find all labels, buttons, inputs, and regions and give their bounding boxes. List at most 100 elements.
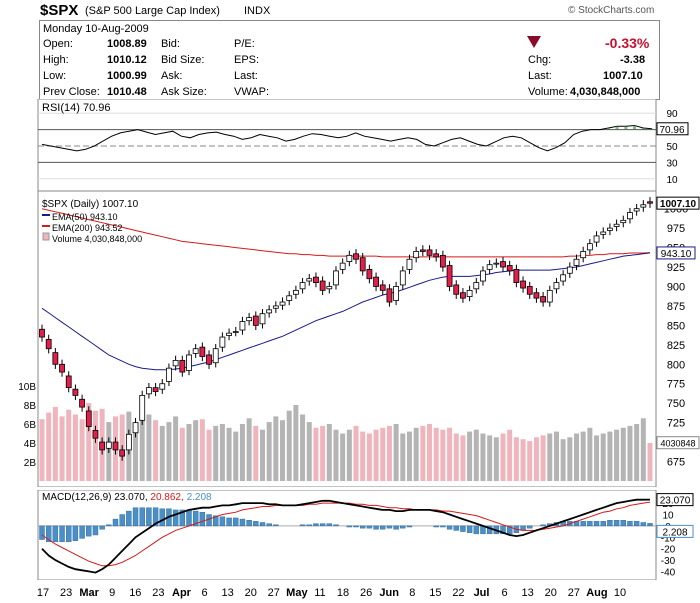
x-tick-label: 9 [109, 587, 115, 599]
candle-body [446, 265, 453, 287]
candle-body [439, 254, 446, 268]
macd-histogram-bar [393, 525, 399, 530]
price-tick-label: 675 [667, 457, 685, 469]
volume-bar [59, 416, 65, 481]
candle-body [406, 258, 413, 270]
volume-bar [547, 433, 553, 481]
x-tick-label: 26 [360, 587, 372, 599]
candle-body [586, 243, 593, 251]
volume-bar [306, 422, 312, 481]
macd-histogram-bar [380, 525, 386, 530]
chg-value: -3.38 [620, 54, 646, 66]
volume-last-box [656, 436, 700, 450]
candle-body [346, 254, 353, 262]
volume-bar [360, 431, 366, 481]
macd-histogram-bar [66, 525, 72, 543]
eps-label: EPS: [234, 54, 260, 66]
candle-body [39, 328, 45, 338]
candle-body [259, 313, 266, 325]
volume-bar [513, 437, 519, 481]
x-axis: 17 23 Mar 9 16 23 Apr 6 13 20 27 May 11 18 26 Jun 8 15 22 J… [37, 587, 626, 599]
high-value: 1010.12 [107, 54, 147, 66]
candle-body [513, 268, 520, 283]
prev-label: Prev Close: [43, 86, 100, 98]
candle-body [313, 276, 319, 283]
price-tick-label: 775 [667, 379, 685, 391]
macd-histogram-bar [607, 519, 613, 527]
volume-bar [39, 419, 45, 481]
macd-histogram-bar [259, 522, 266, 527]
candle-body [633, 208, 640, 212]
low-label: Low: [43, 70, 67, 82]
macd-histogram-bar [306, 524, 312, 527]
price-tick-label: 725 [667, 418, 685, 430]
candle-body [326, 286, 333, 290]
volume-bar [166, 422, 172, 481]
volume-bar [373, 429, 379, 481]
price-tick-label: 900 [667, 281, 685, 293]
x-tick-label: 11 [314, 587, 325, 599]
macd-histogram-bar [213, 515, 219, 527]
candle-body [59, 363, 65, 373]
macd-histogram-bar [627, 521, 633, 527]
volume-bar [527, 441, 533, 481]
candle-body [45, 338, 52, 350]
volume-bar [219, 424, 225, 481]
macd-histogram-bar [319, 523, 326, 527]
candle-body [192, 348, 199, 354]
volume-bar [72, 414, 78, 481]
macd-histogram-bar [39, 525, 45, 540]
x-tick-label: Jun [379, 587, 399, 599]
open-value: 1008.89 [107, 38, 147, 50]
candle-body [166, 367, 172, 382]
candle-body [526, 286, 533, 295]
x-tick-label: 13 [522, 587, 534, 599]
macd-histogram-bar [126, 510, 132, 527]
exchange: INDX [244, 5, 271, 17]
volume-tick-label: 8B [24, 401, 37, 412]
volume-tick-label: 10B [18, 382, 36, 393]
volume-label: Volume: [528, 86, 568, 98]
volume-bar [493, 437, 499, 481]
macd-histogram-bar [400, 525, 406, 529]
volume-bar [447, 427, 453, 481]
candle-body [566, 266, 573, 274]
candle-body [607, 227, 613, 231]
volume-bar [540, 435, 546, 481]
macd-histogram-bar [620, 519, 626, 527]
x-tick-label: 16 [129, 587, 141, 599]
macd-histogram-bar [106, 524, 112, 527]
price-legend-title: $SPX (Daily) 1007.10 [42, 199, 139, 210]
macd-histogram-bar [366, 525, 373, 529]
volume-bar [467, 431, 473, 481]
volume-bar [647, 443, 653, 481]
volume-bar [620, 427, 626, 481]
macd-histogram-bar [239, 518, 246, 527]
candle-body [292, 289, 299, 295]
candle-body [92, 430, 99, 439]
pe-label: P/E: [234, 38, 255, 50]
index-name: (S&P 500 Large Cap Index) [85, 5, 220, 17]
candle-body [112, 441, 119, 451]
candle-body [640, 204, 647, 208]
macd-legend-hist: 2.208 [186, 492, 212, 503]
candle-body [306, 278, 313, 282]
macd-histogram-bar [346, 525, 353, 528]
volume-bar [353, 425, 359, 481]
candle-body [433, 253, 440, 258]
macd-histogram-bar [506, 525, 513, 535]
macd-histogram-bar [233, 517, 239, 527]
x-tick-label: 8 [409, 587, 415, 599]
volume-bar [427, 424, 433, 481]
candle-body [246, 317, 253, 322]
volume-bar [433, 427, 439, 481]
macd-histogram-bar [86, 525, 92, 537]
volume-bar [206, 429, 212, 481]
ema50-label: 943.10 [661, 249, 692, 260]
macd-histogram-bar [172, 509, 179, 527]
x-tick-label: Jul [474, 587, 490, 599]
macd-histogram-bar [580, 521, 586, 527]
volume-bar [186, 424, 192, 481]
candle-body [480, 270, 486, 282]
volume-bar [333, 429, 339, 481]
